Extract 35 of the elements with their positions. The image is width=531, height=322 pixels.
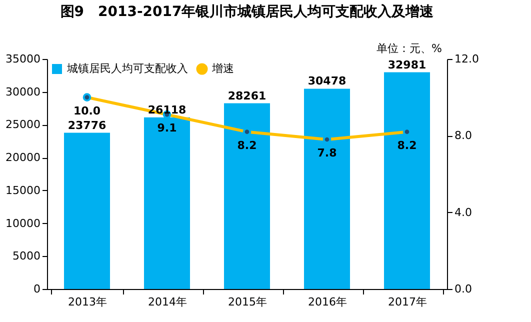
data-label: 8.2 [237,138,257,152]
legend-label: 增速 [211,62,234,75]
y2-tick-label: 8.0 [454,129,472,142]
y-tick-label: 30000 [6,85,40,98]
data-label: 30478 [308,74,346,88]
data-label: 8.2 [397,138,417,152]
y-tick-label: 0 [34,282,40,296]
data-label: 28261 [228,89,266,102]
legend-label: 城镇居民人均可支配收入 [66,62,188,75]
data-label: 26118 [148,103,186,116]
text: 单位：元、% [376,42,442,55]
y-tick-label: 10000 [6,216,40,230]
y-tick-label: 5000 [12,250,40,263]
x-tick-label: 2017年 [388,296,427,308]
x-tick-label: 2016年 [308,296,347,308]
y2-tick-label: 12.0 [454,52,479,66]
data-label: 32981 [388,58,426,72]
y2-tick-label: 4.0 [454,206,472,219]
data-label: 9.1 [157,122,177,135]
y-tick-label: 25000 [6,118,40,132]
bar [384,72,430,289]
x-tick-label: 2015年 [228,296,267,308]
data-label: 23776 [68,118,106,132]
data-label: 10.0 [73,104,101,118]
chart-title: 图9 2013-2017年银川市城镇居民人均可支配收入及增速 [60,3,435,20]
x-tick-label: 2013年 [68,296,107,308]
x-tick-label: 2014年 [148,296,187,308]
bar [64,132,110,289]
y-tick-label: 20000 [6,151,40,164]
data-label: 7.8 [317,146,337,160]
y-tick-label: 15000 [6,184,40,197]
bar [304,88,350,289]
y-tick-label: 35000 [6,52,40,66]
bar [224,103,270,289]
y2-tick-label: 0.0 [454,282,472,296]
